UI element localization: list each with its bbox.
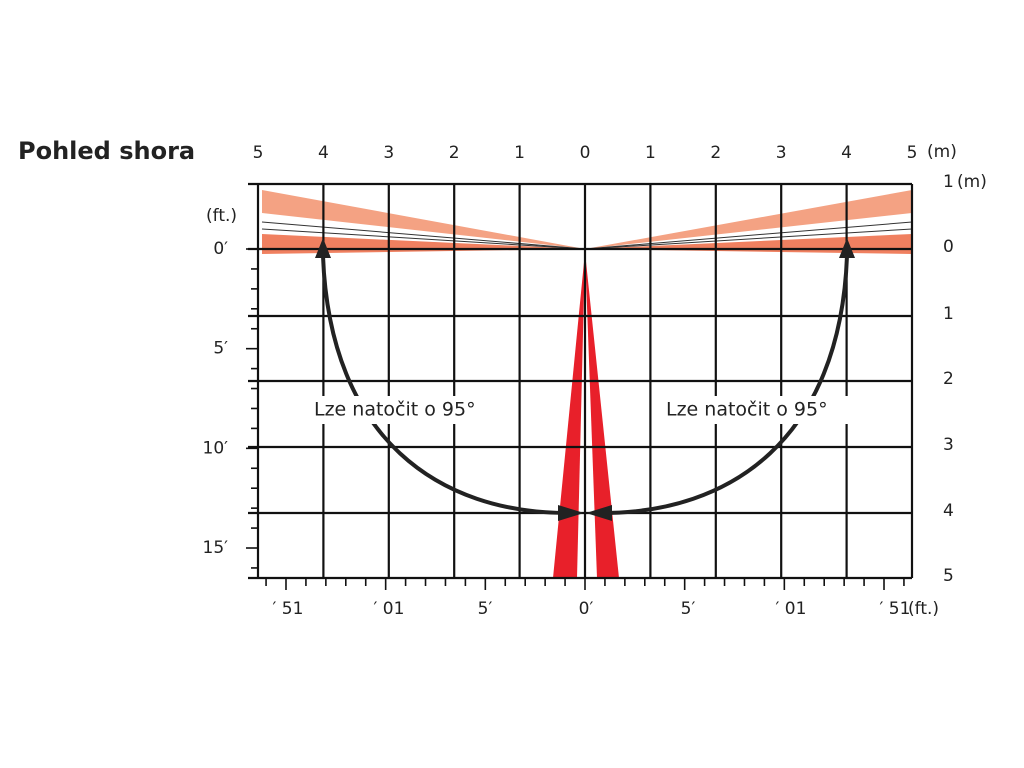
top-axis-unit: (m): [927, 142, 957, 162]
label-bg: [662, 396, 857, 424]
top-axis-label: 4: [318, 143, 329, 163]
bottom-axis-label: ′ 51: [880, 599, 911, 619]
top-axis-label: 3: [383, 143, 394, 163]
side-beams: [261, 190, 913, 254]
top-axis-label: 5: [253, 143, 264, 163]
right-axis-label: 4: [943, 501, 954, 521]
bottom-axis-label: 5′: [681, 599, 696, 619]
top-axis-label: 1: [645, 143, 656, 163]
center-beams: [553, 252, 619, 578]
bottom-axis-label: 0′: [579, 599, 594, 619]
left-axis-label: 15′: [203, 538, 229, 558]
right-axis-label: 0: [943, 237, 954, 257]
annotation: Lze natočit o 95°: [314, 399, 476, 421]
title: Pohled shora: [18, 137, 195, 165]
bottom-axis-label: ′ 51: [273, 599, 304, 619]
bottom-axis-label: ′ 01: [776, 599, 807, 619]
bottom-axis-label: 5′: [478, 599, 493, 619]
right-axis-label: 1: [943, 172, 954, 192]
bottom-axis-label: ′ 01: [374, 599, 405, 619]
top-axis-label: 1: [514, 143, 525, 163]
arrowheads: [315, 238, 855, 521]
top-axis-label: 5: [907, 143, 918, 163]
top-axis-label: 0: [580, 143, 591, 163]
rotation-arcs: [321, 255, 849, 515]
top-axis-label: 4: [841, 143, 852, 163]
left-axis-label: 10′: [203, 438, 229, 458]
right-axis-unit: (m): [957, 172, 987, 192]
right-axis-label: 5: [943, 566, 954, 586]
top-axis-label: 2: [710, 143, 721, 163]
right-axis-label: 1: [943, 304, 954, 324]
annotation: Lze natočit o 95°: [666, 399, 828, 421]
left-axis-label: 0′: [213, 239, 228, 259]
top-axis-label: 2: [449, 143, 460, 163]
right-axis-label: 2: [943, 369, 954, 389]
label-bg: [310, 396, 505, 424]
right-axis-label: 3: [943, 435, 954, 455]
bottom-axis-unit: (ft.): [908, 599, 939, 619]
left-axis-unit: (ft.): [206, 206, 237, 226]
left-axis-label: 5′: [213, 339, 228, 359]
top-axis-label: 3: [776, 143, 787, 163]
